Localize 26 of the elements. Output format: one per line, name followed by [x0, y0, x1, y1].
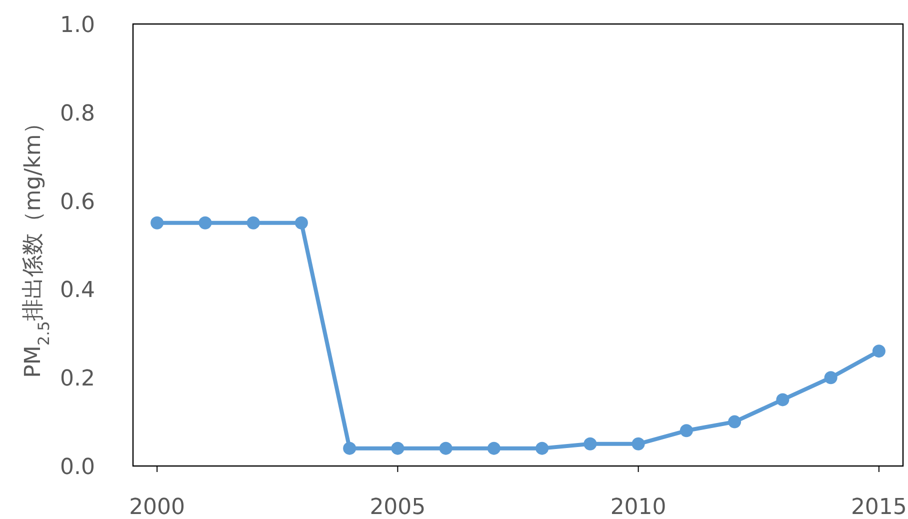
point — [776, 393, 790, 406]
point — [246, 216, 260, 230]
point — [439, 442, 452, 455]
point — [536, 442, 549, 455]
point — [728, 415, 742, 428]
x-tick-label: 2010 — [610, 495, 666, 519]
y-tick-label: 0.2 — [60, 366, 95, 392]
x-tick-label: 2000 — [129, 495, 186, 519]
point — [584, 437, 597, 450]
point — [824, 371, 838, 384]
point — [487, 442, 500, 455]
point — [343, 442, 356, 455]
y-tick-label: 0.0 — [60, 455, 95, 480]
y-tick-label: 1.0 — [60, 13, 95, 38]
x-tick-label: 2015 — [850, 495, 907, 519]
point — [150, 216, 164, 230]
y-tick-label: 0.4 — [60, 278, 95, 304]
point — [294, 216, 308, 230]
y-tick-label: 0.6 — [60, 190, 95, 215]
point — [632, 437, 645, 450]
x-tick-label: 2005 — [370, 495, 426, 519]
point — [198, 216, 212, 230]
point — [680, 424, 693, 438]
y-tick-label: 0.8 — [60, 101, 95, 126]
point — [872, 344, 886, 358]
point — [391, 442, 404, 455]
